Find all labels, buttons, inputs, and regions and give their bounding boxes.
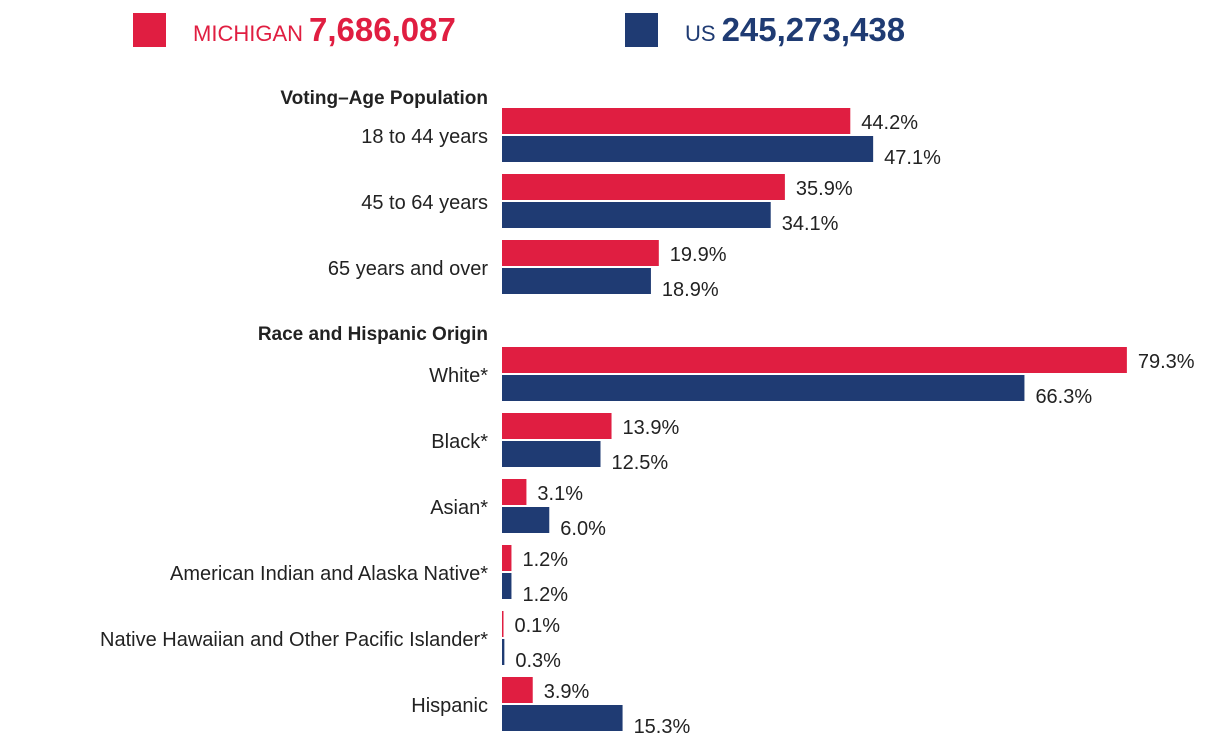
category-label: Native Hawaiian and Other Pacific Island… [100,629,488,651]
value-label: 79.3% [1138,351,1195,373]
value-label: 18.9% [662,279,719,301]
category-label: White* [429,365,488,387]
bar [502,639,505,665]
value-label: 44.2% [861,112,918,134]
legend-swatch [625,13,658,47]
category-label: 18 to 44 years [361,126,488,148]
bar [502,202,771,228]
bar [502,545,512,571]
value-label: 3.9% [544,681,590,703]
section-title: Race and Hispanic Origin [258,324,488,345]
value-label: 12.5% [612,452,669,474]
value-label: 1.2% [522,549,568,571]
legend-entry: MICHIGAN 7,686,087 [193,11,456,48]
value-label: 19.9% [670,244,727,266]
legend-swatch [133,13,166,47]
bar [502,174,785,200]
category-label: Hispanic [411,695,488,717]
legend-total: 7,686,087 [309,11,456,48]
bar [502,611,504,637]
value-label: 35.9% [796,178,853,200]
legend-name: MICHIGAN [193,21,303,46]
value-label: 66.3% [1035,386,1092,408]
value-label: 3.1% [537,483,583,505]
section-title: Voting–Age Population [280,88,488,109]
category-label: 45 to 64 years [361,192,488,214]
bar [502,375,1025,401]
bar [502,240,659,266]
bar [502,268,651,294]
legend-entry: US 245,273,438 [685,11,905,48]
bar [502,413,612,439]
bar [502,573,512,599]
bar [502,108,851,134]
legend-total: 245,273,438 [722,11,906,48]
category-label: American Indian and Alaska Native* [170,563,488,585]
bar [502,347,1127,373]
bar [502,507,550,533]
bar [502,441,601,467]
bar [502,136,874,162]
value-label: 0.1% [515,615,561,637]
bar [502,705,623,731]
category-label: Black* [431,431,488,453]
value-label: 6.0% [560,518,606,540]
bar [502,479,527,505]
value-label: 47.1% [884,147,941,169]
category-label: 65 years and over [328,258,488,280]
legend-name: US [685,21,716,46]
value-label: 0.3% [515,650,561,672]
value-label: 1.2% [522,584,568,606]
value-label: 34.1% [782,213,839,235]
value-label: 13.9% [623,417,680,439]
bar [502,677,533,703]
value-label: 15.3% [634,716,691,733]
category-label: Asian* [430,497,488,519]
